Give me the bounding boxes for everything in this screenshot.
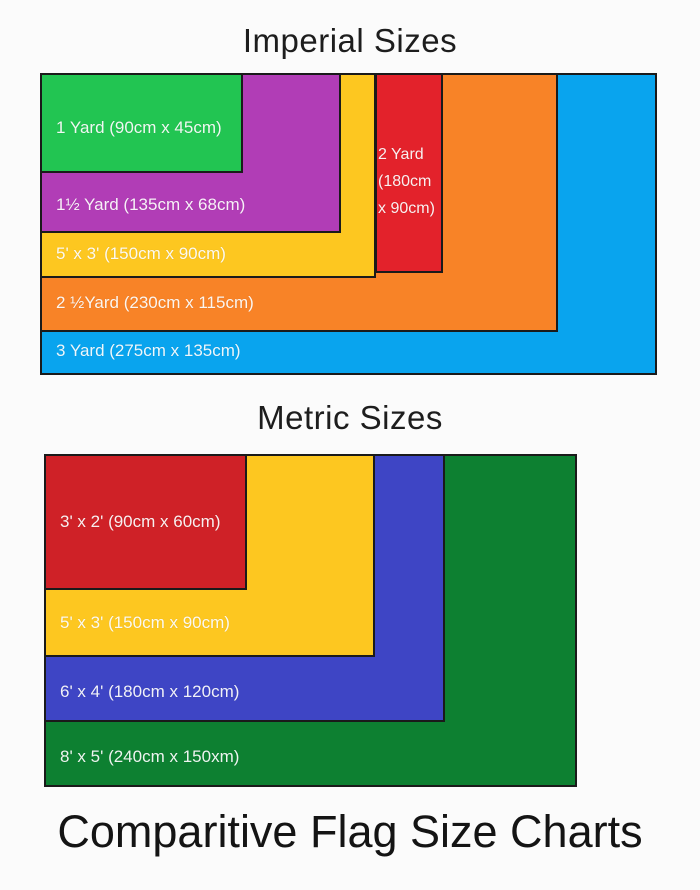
flag-label-5x3-imperial: 5' x 3' (150cm x 90cm) [56, 244, 226, 263]
page-title: Comparitive Flag Size Charts [57, 806, 643, 857]
flag-rect-1-yard [40, 73, 243, 173]
flag-label-6x4: 6' x 4' (180cm x 120cm) [60, 682, 240, 701]
metric-sizes-title: Metric Sizes [257, 399, 443, 436]
flag-label-2-yard-line2: (180cm [378, 173, 432, 190]
flag-rect-2-yard [375, 73, 443, 273]
flag-label-3x2: 3' x 2' (90cm x 60cm) [60, 512, 221, 531]
flag-label-1-half-yard: 1½ Yard (135cm x 68cm) [56, 195, 246, 214]
flag-label-8x5: 8' x 5' (240cm x 150xm) [60, 747, 240, 766]
flag-label-2-yard: 2 Yard (180cm x 90cm) [378, 141, 442, 222]
flag-label-2-yard-line3: x 90cm) [378, 200, 435, 217]
flag-rect-3x2 [44, 454, 247, 590]
flag-label-5x3-metric: 5' x 3' (150cm x 90cm) [60, 613, 230, 632]
metric-chart: 3' x 2' (90cm x 60cm) 5' x 3' (150cm x 9… [44, 454, 577, 787]
imperial-sizes-title: Imperial Sizes [242, 22, 458, 59]
flag-label-2-yard-line1: 2 Yard [378, 146, 424, 163]
flag-label-1-yard: 1 Yard (90cm x 45cm) [56, 118, 222, 137]
flag-label-3-yard: 3 Yard (275cm x 135cm) [56, 341, 241, 360]
flag-label-2-half-yard: 2 ½Yard (230cm x 115cm) [56, 293, 254, 312]
imperial-chart: 1 Yard (90cm x 45cm) 1½ Yard (135cm x 68… [40, 73, 657, 375]
